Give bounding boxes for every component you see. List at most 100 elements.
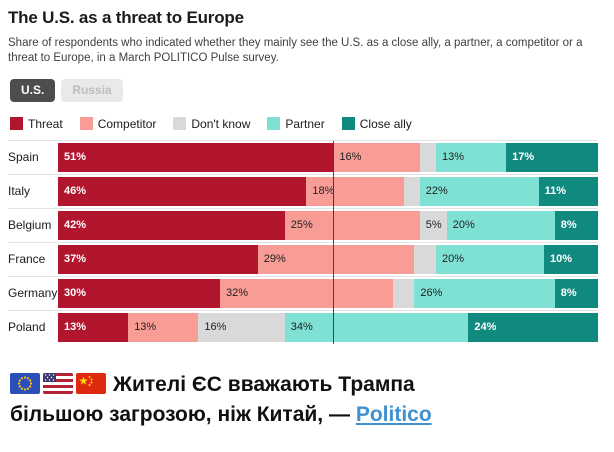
- legend-label: Threat: [28, 116, 63, 131]
- bar-segment-don-t-know: [403, 176, 420, 206]
- bar-segment-don-t-know: [392, 278, 415, 308]
- bar-segment-partner: 20%: [446, 210, 555, 240]
- chart-row-poland: Poland 13% 13% 16% 34% 24%: [8, 309, 598, 344]
- bar-segment-partner: 22%: [419, 176, 539, 206]
- us-flag-icon: [43, 372, 73, 394]
- bar-segment-don-t-know: 16%: [198, 312, 285, 342]
- bar-segment-partner: 26%: [414, 278, 555, 308]
- segment-value-label: 26%: [420, 287, 443, 300]
- country-label: Italy: [8, 184, 31, 199]
- segment-value-label: 17%: [512, 151, 535, 164]
- legend-label: Partner: [285, 116, 325, 131]
- legend-swatch-don-t-know: [173, 117, 187, 131]
- segment-value-label: 16%: [339, 151, 362, 164]
- segment-value-label: 13%: [64, 321, 87, 334]
- bar-segment-competitor: 32%: [220, 278, 393, 308]
- legend-item-don-t-know: Don't know: [173, 117, 250, 131]
- legend-swatch-partner: [267, 117, 281, 131]
- caption: Жителі ЄС вважають Трампа більшою загроз…: [10, 370, 610, 431]
- bar-segment-don-t-know: [414, 244, 436, 274]
- stacked-bar: 13% 13% 16% 34% 24%: [58, 312, 598, 342]
- segment-value-label: 30%: [64, 287, 87, 300]
- bar-segment-competitor: 18%: [306, 176, 404, 206]
- bar-segment-competitor: 13%: [128, 312, 199, 342]
- bar-segment-competitor: 16%: [333, 142, 420, 172]
- segment-value-label: 32%: [226, 287, 249, 300]
- segment-value-label: 22%: [425, 185, 448, 198]
- country-toggle-group: U.S. Russia: [10, 78, 606, 102]
- chart-row-spain: Spain 51% 16% 13% 17%: [8, 139, 598, 174]
- toggle-us[interactable]: U.S.: [10, 78, 56, 102]
- bar-segment-competitor: 29%: [257, 244, 415, 274]
- bar-segment-partner: 34%: [284, 312, 469, 342]
- segment-value-label: 11%: [544, 185, 566, 198]
- legend-swatch-competitor: [79, 117, 93, 131]
- legend-item-competitor: Competitor: [79, 116, 157, 131]
- bar-segment-partner: 13%: [435, 142, 507, 172]
- chart-row-france: France 37% 29% 20% 10%: [8, 241, 598, 276]
- bar-segment-close-ally: 8%: [554, 278, 598, 308]
- caption-flags: [10, 372, 106, 394]
- segment-value-label: 13%: [134, 321, 157, 334]
- bar-segment-don-t-know: [419, 142, 436, 172]
- bar-segment-threat: 46%: [58, 176, 307, 206]
- segment-value-label: 37%: [64, 253, 87, 266]
- legend-label: Competitor: [97, 116, 157, 131]
- segment-value-label: 18%: [312, 185, 335, 198]
- country-label: Belgium: [8, 218, 52, 233]
- caption-line1: Жителі ЄС вважають Трампа: [113, 372, 415, 396]
- segment-value-label: 24%: [474, 321, 497, 334]
- legend-item-partner: Partner: [267, 116, 325, 131]
- country-label: Spain: [8, 150, 39, 165]
- stacked-bar-chart: Spain 51% 16% 13% 17% Italy 46% 18% 22% 11% Belgiu…: [8, 139, 598, 344]
- politico-link[interactable]: Politico: [355, 403, 432, 427]
- segment-value-label: 10%: [549, 253, 573, 266]
- segment-value-label: 8%: [560, 219, 577, 232]
- chart-legend: Threat Competitor Don't know Partner Close a…: [10, 117, 606, 131]
- toggle-russia[interactable]: Russia: [61, 78, 123, 102]
- china-flag-icon: [76, 372, 106, 394]
- eu-flag-icon: [10, 372, 40, 394]
- segment-value-label: 25%: [290, 219, 313, 232]
- chart-subtitle: Share of respondents who indicated wheth…: [8, 37, 583, 64]
- segment-value-label: 16%: [204, 321, 227, 334]
- bar-segment-threat: 30%: [58, 278, 220, 308]
- legend-item-threat: Threat: [10, 117, 63, 131]
- chart-rows: Spain 51% 16% 13% 17% Italy 46% 18% 22% 11% Belgiu…: [8, 139, 598, 344]
- bar-segment-threat: 51%: [58, 142, 334, 172]
- page-title: The U.S. as a threat to Europe: [8, 8, 244, 27]
- legend-item-close-ally: Close ally: [341, 117, 412, 131]
- bar-segment-close-ally: 11%: [538, 176, 598, 206]
- country-label: France: [8, 252, 46, 267]
- segment-value-label: 42%: [64, 219, 87, 232]
- segment-value-label: 51%: [64, 151, 87, 164]
- segment-value-label: 20%: [452, 219, 475, 232]
- country-label: Poland: [8, 320, 46, 335]
- bar-segment-threat: 42%: [58, 210, 285, 240]
- segment-value-label: 29%: [263, 253, 286, 266]
- chart-row-belgium: Belgium 42% 25% 5% 20% 8%: [8, 207, 598, 242]
- legend-swatch-close-ally: [341, 117, 355, 131]
- bar-segment-threat: 13%: [58, 312, 129, 342]
- stacked-bar: 46% 18% 22% 11%: [58, 176, 598, 206]
- segment-value-label: 8%: [560, 287, 577, 300]
- bar-segment-partner: 20%: [435, 244, 544, 274]
- segment-value-label: 20%: [441, 253, 465, 266]
- legend-swatch-threat: [10, 117, 23, 131]
- bar-segment-competitor: 25%: [284, 210, 420, 240]
- stacked-bar: 30% 32% 26% 8%: [58, 278, 598, 308]
- bar-segment-close-ally: 8%: [554, 210, 598, 240]
- segment-value-label: 13%: [441, 151, 464, 164]
- legend-label: Don't know: [191, 116, 251, 131]
- segment-value-label: 46%: [64, 185, 87, 198]
- stacked-bar: 37% 29% 20% 10%: [58, 244, 598, 274]
- stacked-bar: 51% 16% 13% 17%: [58, 142, 598, 172]
- bar-segment-don-t-know: 5%: [419, 210, 447, 240]
- segment-value-label: 34%: [290, 321, 313, 334]
- bar-segment-close-ally: 17%: [506, 142, 598, 172]
- chart-row-italy: Italy 46% 18% 22% 11%: [8, 173, 598, 208]
- caption-line2: більшою загрозою, ніж Китай, —: [10, 403, 356, 427]
- politico-chart-card: The U.S. as a threat to Europe Share of …: [8, 8, 610, 431]
- bar-segment-close-ally: 24%: [468, 312, 598, 342]
- segment-value-label: 5%: [425, 219, 442, 232]
